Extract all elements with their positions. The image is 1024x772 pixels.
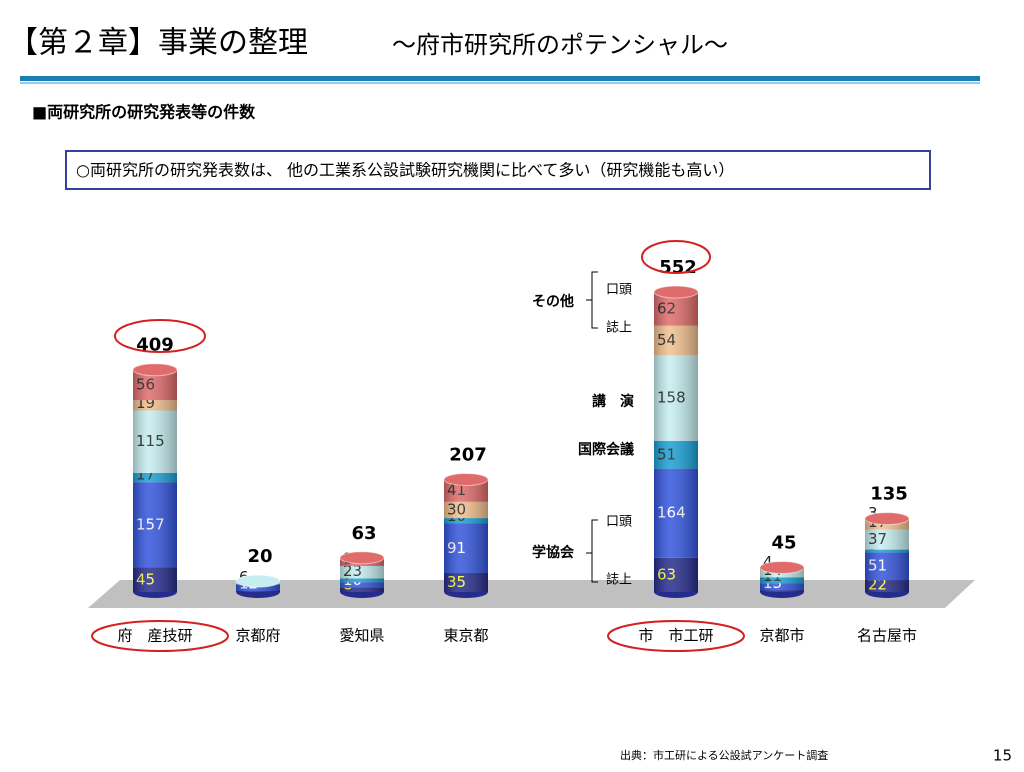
title: 【第２章】事業の整理 (8, 26, 308, 61)
bar-cap (759, 561, 805, 575)
highlight (91, 620, 229, 652)
note-text: ○両研究所の研究発表数は、 他の工業系公設試験研究機関に比べて多い（研究機能も高… (76, 161, 734, 180)
bar-shade (444, 479, 488, 592)
bracket (586, 519, 598, 583)
section-heading: ■両研究所の研究発表等の件数 (32, 103, 256, 122)
legend-entry: 口頭 (606, 283, 632, 298)
bracket (586, 271, 598, 329)
x-tick-label: 東京都 (443, 627, 488, 645)
total-label: 45 (771, 533, 796, 554)
highlight (641, 240, 711, 274)
title-rule (20, 76, 980, 81)
subtitle: ～府市研究所のポテンシャル～ (392, 31, 728, 59)
x-tick-label: 愛知県 (339, 627, 384, 645)
total-label: 552 (659, 257, 697, 278)
bar-cap (864, 512, 910, 526)
note-box (65, 150, 931, 190)
source: 出典：市工研による公設試アンケート調査 (620, 748, 828, 762)
data-label: 4 (763, 553, 773, 571)
legend-group: 学協会 (532, 544, 575, 561)
legend-entry: 国際会議 (578, 441, 634, 458)
x-tick-label: 名古屋市 (857, 627, 917, 645)
bar-cap (235, 574, 281, 588)
bar-cap (443, 473, 489, 486)
legend-entry: 口頭 (606, 515, 632, 530)
highlight (607, 620, 745, 652)
page-number: 15 (993, 747, 1012, 765)
total-label: 135 (870, 484, 908, 505)
legend-entry: 講 演 (592, 393, 634, 410)
bar-cap (132, 363, 178, 377)
x-tick-label: 京都府 (235, 627, 280, 645)
x-tick-label: 京都市 (759, 627, 804, 645)
bar-cap (653, 285, 699, 299)
bar-shade (654, 292, 698, 592)
bar-shade (133, 369, 177, 592)
chart: 45157171151956409府 産技研212620京都府810723156… (117, 257, 917, 645)
bar-cap (339, 551, 385, 565)
x-tick-label: 市 市工研 (638, 627, 713, 645)
x-tick-label: 府 産技研 (117, 627, 192, 645)
legend-entry: 誌上 (606, 572, 632, 588)
total-label: 20 (247, 546, 272, 567)
legend-entry: 誌上 (606, 320, 632, 336)
title-rule-thin (20, 82, 980, 84)
legend-group: その他 (532, 293, 574, 310)
bar-shade (865, 518, 909, 592)
data-label: 3 (868, 504, 878, 522)
highlight (114, 319, 206, 353)
total-label: 63 (351, 523, 376, 544)
total-label: 207 (449, 445, 487, 466)
floor (88, 580, 975, 608)
